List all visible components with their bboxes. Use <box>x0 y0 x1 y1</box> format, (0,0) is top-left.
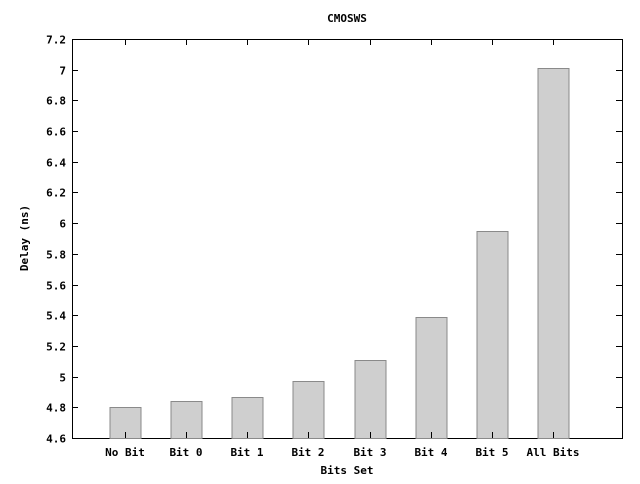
x-tick-label: Bit 0 <box>169 446 202 459</box>
bar <box>415 317 448 439</box>
plot-area: 4.6 4.8 5 5.2 5.4 5.6 5.8 6 6.2 6.4 6.6 6.8 7 7.2 No B… <box>46 34 623 459</box>
x-axis-label: Bits Set <box>321 464 374 477</box>
bar <box>476 231 509 439</box>
chart-title: CMOSWS <box>327 12 367 25</box>
x-tick-label: Bit 1 <box>230 446 263 459</box>
y-tick-label: 5 <box>59 372 66 385</box>
plot-frame <box>72 39 623 439</box>
y-tick-label: 7 <box>59 65 66 78</box>
x-tick-label: Bit 4 <box>414 446 447 459</box>
y-tick-label: 5.8 <box>46 249 66 262</box>
y-tick-label: 4.6 <box>46 433 66 446</box>
y-tick-label: 6.6 <box>46 126 66 139</box>
x-tick-label: All Bits <box>527 446 580 459</box>
y-tick-label: 6.4 <box>46 157 66 170</box>
y-tick-label: 5.4 <box>46 310 66 323</box>
bar <box>231 397 264 439</box>
bar <box>292 381 325 439</box>
x-tick-label: Bit 3 <box>353 446 386 459</box>
y-tick-label: 6 <box>59 218 66 231</box>
x-tick-label: Bit 2 <box>291 446 324 459</box>
x-tick-label: No Bit <box>105 446 145 459</box>
x-tick-label: Bit 5 <box>475 446 508 459</box>
y-tick-label: 6.8 <box>46 95 66 108</box>
bar <box>537 68 570 439</box>
y-tick-label: 7.2 <box>46 34 66 47</box>
y-tick-label: 5.2 <box>46 341 66 354</box>
bar <box>354 360 387 439</box>
y-tick-label: 5.6 <box>46 280 66 293</box>
y-axis-label: Delay (ns) <box>18 205 31 271</box>
y-tick-label: 4.8 <box>46 402 66 415</box>
y-tick-label: 6.2 <box>46 187 66 200</box>
